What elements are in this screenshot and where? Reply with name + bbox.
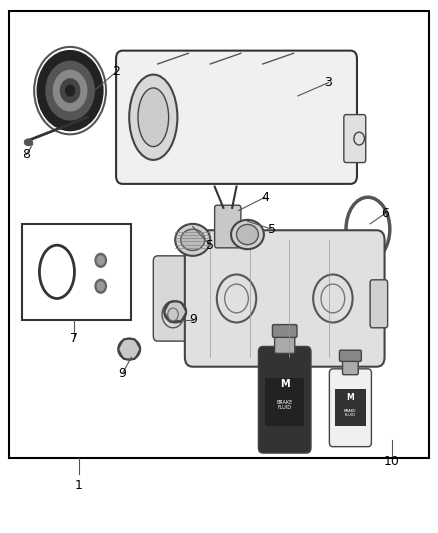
Text: BRAKE
FLUID: BRAKE FLUID [344, 409, 357, 417]
Bar [265, 378, 304, 426]
Circle shape [97, 256, 104, 264]
FancyBboxPatch shape [272, 325, 297, 337]
Circle shape [95, 253, 106, 267]
FancyBboxPatch shape [116, 51, 357, 184]
Ellipse shape [25, 139, 32, 146]
Circle shape [66, 85, 74, 96]
Ellipse shape [118, 338, 140, 360]
Circle shape [46, 61, 94, 120]
Text: M: M [280, 379, 290, 389]
Text: 5: 5 [268, 223, 276, 236]
Text: 7: 7 [71, 332, 78, 345]
Ellipse shape [231, 220, 264, 249]
Circle shape [95, 279, 106, 293]
Text: 2: 2 [112, 66, 120, 78]
Text: 3: 3 [325, 76, 332, 89]
Circle shape [53, 70, 87, 111]
Ellipse shape [129, 75, 177, 160]
Bar [9, 11, 429, 458]
Text: M: M [346, 393, 354, 401]
Text: 6: 6 [381, 207, 389, 220]
Text: 8: 8 [22, 148, 30, 161]
Bar [335, 389, 366, 426]
Text: 5: 5 [206, 239, 214, 252]
Text: 1: 1 [75, 479, 83, 491]
FancyBboxPatch shape [215, 205, 241, 248]
FancyBboxPatch shape [343, 358, 358, 375]
Text: 10: 10 [384, 455, 400, 467]
FancyBboxPatch shape [275, 334, 295, 353]
Text: 9: 9 [189, 313, 197, 326]
Circle shape [60, 79, 80, 102]
FancyBboxPatch shape [153, 256, 201, 341]
FancyBboxPatch shape [329, 369, 371, 447]
Circle shape [97, 282, 104, 290]
FancyBboxPatch shape [344, 115, 366, 163]
Text: 9: 9 [119, 367, 127, 379]
Bar [22, 224, 131, 320]
Ellipse shape [164, 301, 186, 322]
FancyBboxPatch shape [258, 346, 311, 453]
FancyBboxPatch shape [370, 280, 388, 328]
Text: 4: 4 [261, 191, 269, 204]
Ellipse shape [237, 224, 258, 245]
FancyBboxPatch shape [339, 350, 361, 361]
Ellipse shape [138, 88, 169, 147]
Circle shape [37, 51, 103, 131]
Ellipse shape [175, 224, 210, 256]
FancyBboxPatch shape [185, 230, 385, 367]
Text: BRAKE
FLUID: BRAKE FLUID [276, 400, 293, 410]
Ellipse shape [180, 229, 205, 251]
